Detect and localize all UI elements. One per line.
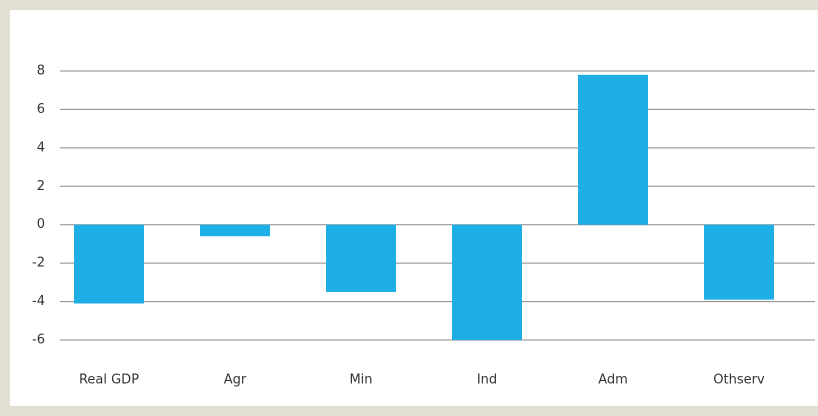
bar <box>578 74 648 225</box>
x-tick-label: Adm <box>598 373 628 388</box>
y-tick-label: 0 <box>37 217 45 232</box>
y-tick-label: 6 <box>37 102 45 117</box>
y-tick-label: -4 <box>32 294 45 309</box>
y-tick-label: 4 <box>37 140 45 155</box>
x-tick-label: Agr <box>224 373 247 388</box>
y-tick-label: 8 <box>37 64 45 79</box>
y-tick-label: -2 <box>32 256 45 271</box>
bar <box>704 224 774 300</box>
x-tick-label: Min <box>349 373 372 388</box>
chart-panel <box>10 10 818 406</box>
y-tick-label: -6 <box>32 333 45 348</box>
x-tick-label: Othserv <box>713 373 765 388</box>
x-tick-label: Ind <box>477 373 497 388</box>
bar <box>452 224 522 340</box>
bar <box>200 224 270 237</box>
y-tick-label: 2 <box>37 179 45 194</box>
x-tick-label: Real GDP <box>79 373 139 388</box>
bar <box>74 224 144 304</box>
bar <box>326 224 396 292</box>
